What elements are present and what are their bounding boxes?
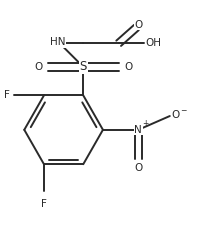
Text: +: + [143, 119, 149, 128]
Text: S: S [80, 60, 87, 73]
Text: −: − [180, 106, 186, 115]
Text: O: O [172, 110, 180, 120]
Text: O: O [124, 62, 132, 72]
Text: N: N [134, 125, 142, 135]
Text: O: O [34, 62, 43, 72]
Text: HN: HN [50, 37, 66, 47]
Text: O: O [134, 163, 142, 173]
Text: F: F [41, 199, 47, 209]
Text: O: O [134, 20, 142, 30]
Text: F: F [4, 90, 10, 100]
Text: OH: OH [146, 38, 162, 48]
